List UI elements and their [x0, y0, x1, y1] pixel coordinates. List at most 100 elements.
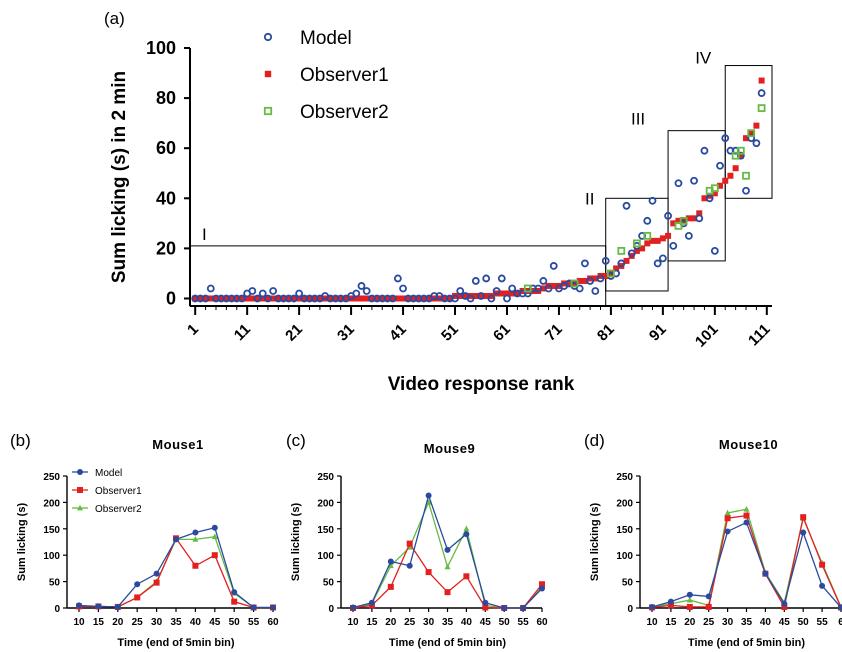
- panel-title: Mouse9: [424, 441, 475, 456]
- data-point-observer1: [197, 295, 204, 302]
- data-point-observer2: [757, 104, 766, 113]
- data-point-model: [399, 284, 407, 293]
- y-tick-label: 100: [317, 551, 334, 562]
- data-point-observer1: [613, 265, 620, 272]
- y-tick-label: 50: [49, 578, 61, 589]
- data-point-model: [716, 161, 724, 170]
- data-point-model: [258, 289, 267, 298]
- x-tick-label: 11: [231, 321, 254, 344]
- x-tick-label: 31: [334, 321, 358, 345]
- x-tick-label: 35: [170, 617, 182, 628]
- data-point-model: [393, 274, 402, 283]
- data-point-model: [581, 259, 589, 268]
- data-point-observer1: [472, 292, 479, 299]
- data-point-model: [586, 277, 595, 285]
- x-tick-label: 50: [229, 617, 241, 628]
- x-tick-label: 40: [461, 617, 473, 628]
- data-point-observer1: [275, 295, 282, 302]
- data-point-observer1: [509, 290, 516, 297]
- data-point-model: [743, 519, 750, 526]
- data-point-observer1: [462, 292, 469, 299]
- data-point-observer1: [667, 602, 674, 609]
- legend-label-observer2: Observer2: [95, 504, 142, 515]
- x-tick-label: 61: [490, 321, 514, 345]
- series-observer1: [192, 77, 765, 302]
- x-axis-title: Time (end of 5min bin): [389, 637, 506, 649]
- data-point-observer1: [259, 295, 266, 302]
- data-point-model: [705, 593, 712, 600]
- data-point-observer1: [238, 295, 245, 302]
- data-point-observer1: [290, 295, 297, 302]
- x-tick-label: 55: [518, 617, 530, 628]
- data-point-observer1: [743, 512, 750, 519]
- data-point-model: [539, 277, 548, 285]
- data-point-observer1: [539, 581, 545, 588]
- data-point-observer1: [457, 292, 464, 299]
- data-point-model: [838, 604, 842, 611]
- data-point-observer1: [441, 295, 448, 302]
- data-point-model: [471, 277, 480, 285]
- data-point-observer1: [753, 122, 760, 129]
- data-point-observer1: [781, 603, 788, 610]
- y-tick-label: 0: [54, 604, 60, 615]
- data-point-model: [492, 287, 501, 295]
- data-point-observer2: [607, 269, 615, 278]
- data-point-model: [667, 598, 674, 605]
- x-tick-label: 71: [542, 321, 566, 345]
- y-tick-label: 0: [627, 604, 633, 615]
- data-point-observer1: [686, 603, 693, 610]
- series-line-observer1: [352, 542, 543, 609]
- y-tick-label: 20: [156, 238, 176, 258]
- data-point-model: [253, 294, 262, 303]
- x-tick-label: 20: [112, 617, 124, 628]
- y-tick-label: 200: [43, 498, 60, 509]
- data-point-observer1: [270, 295, 277, 302]
- data-point-model: [211, 524, 218, 531]
- data-point-observer1: [503, 290, 510, 297]
- data-point-model: [649, 603, 655, 610]
- data-point-observer1: [540, 285, 547, 292]
- data-point-model: [352, 289, 361, 298]
- data-point-observer1: [639, 245, 646, 252]
- x-tick-label: 45: [480, 617, 492, 628]
- series-line-observer2: [79, 536, 273, 609]
- data-point-model: [501, 605, 508, 611]
- data-point-model: [114, 603, 121, 610]
- x-tick-label: 35: [442, 617, 454, 628]
- data-point-model: [76, 602, 82, 609]
- data-point-model: [477, 292, 485, 300]
- data-point-model: [387, 558, 394, 565]
- data-point-observer1: [670, 220, 677, 227]
- data-point-model: [601, 257, 610, 265]
- data-point-observer1: [743, 135, 750, 142]
- data-point-observer1: [192, 295, 199, 302]
- data-point-observer1: [264, 295, 271, 302]
- data-point-observer1: [727, 172, 734, 179]
- x-tick-label: 25: [703, 617, 715, 628]
- y-tick-label: 250: [317, 472, 334, 483]
- data-point-observer1: [592, 275, 599, 282]
- data-point-observer1: [316, 295, 323, 302]
- data-point-observer1: [649, 237, 656, 244]
- data-point-observer1: [231, 598, 238, 605]
- x-tick-label: 111: [745, 321, 774, 350]
- y-axis-title: Sum licking (s): [290, 503, 302, 582]
- region-label-IV: IV: [695, 49, 712, 68]
- y-tick-label: 150: [43, 525, 60, 536]
- data-point-observer1: [724, 515, 731, 522]
- data-point-observer1: [665, 232, 672, 239]
- data-point-model: [456, 287, 465, 295]
- data-point-observer1: [311, 295, 318, 302]
- data-point-observer1: [691, 215, 698, 222]
- panel-label: (d): [584, 431, 605, 450]
- data-point-model: [192, 529, 199, 536]
- data-point-model: [544, 284, 553, 293]
- y-tick-label: 100: [146, 38, 176, 58]
- data-point-model: [248, 287, 257, 295]
- x-axis-title: Video response rank: [388, 374, 575, 395]
- data-point-model: [406, 562, 413, 569]
- x-tick-label: 6: [838, 617, 842, 628]
- y-tick-label: 150: [616, 525, 633, 536]
- data-point-observer1: [301, 295, 308, 302]
